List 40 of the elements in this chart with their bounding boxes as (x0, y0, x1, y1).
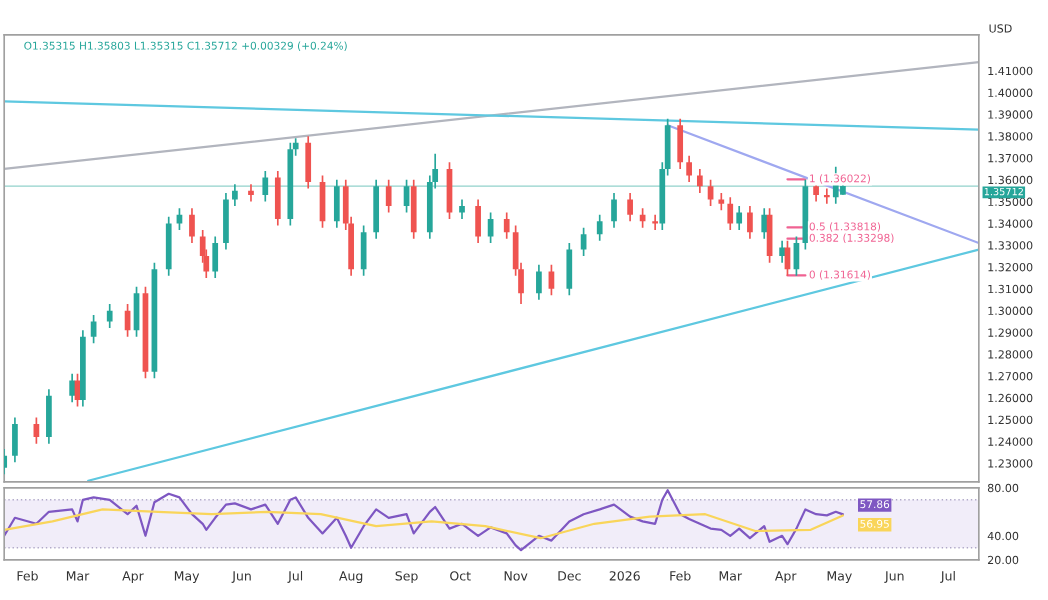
candlestick (596, 213, 603, 242)
candlestick (262, 170, 269, 203)
candlestick (333, 178, 340, 229)
candlestick (566, 242, 573, 297)
candlestick (373, 178, 380, 240)
candlestick (459, 198, 465, 220)
candlestick (232, 183, 238, 207)
candlestick (410, 178, 417, 240)
candlestick (69, 373, 76, 404)
candlestick (12, 416, 18, 464)
candlestick (727, 196, 734, 231)
candlestick (627, 192, 633, 223)
candlestick (223, 192, 229, 251)
candlestick (248, 183, 254, 203)
candlestick (747, 205, 753, 240)
candlestick (580, 226, 587, 257)
candlestick (503, 211, 510, 240)
candlestick (686, 154, 692, 183)
candlestick (823, 187, 830, 205)
candlestick (548, 264, 555, 297)
candlestick (696, 168, 703, 194)
candlestick (385, 178, 392, 214)
candlestick (165, 216, 172, 277)
candlestick (611, 192, 617, 229)
candlestick (274, 170, 281, 227)
candlestick (46, 388, 52, 445)
candlestick (536, 264, 542, 301)
candlestick (677, 117, 684, 170)
candlestick (761, 207, 768, 240)
candlestick (779, 240, 785, 264)
candlestick (475, 198, 481, 244)
candlestick (212, 235, 219, 279)
line-series (4, 489, 845, 552)
line-series (4, 508, 845, 540)
candlestick (106, 303, 113, 329)
candlestick (736, 205, 743, 231)
candlestick (189, 207, 195, 244)
candlestick (652, 213, 659, 231)
candlestick (360, 224, 367, 277)
candlestick (305, 135, 312, 190)
